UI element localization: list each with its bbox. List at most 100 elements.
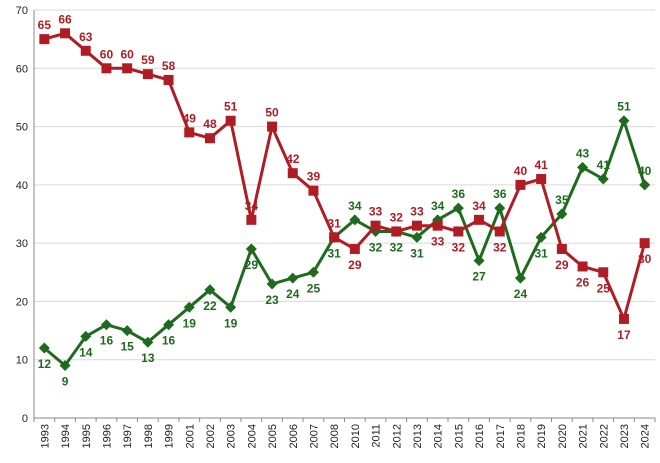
y-tick-label: 70 bbox=[16, 5, 28, 17]
data-label: 19 bbox=[183, 316, 197, 330]
x-tick-label: 2002 bbox=[205, 424, 217, 448]
y-tick-label: 10 bbox=[16, 355, 28, 367]
gridlines bbox=[34, 9, 655, 419]
data-label: 31 bbox=[327, 216, 341, 230]
data-point-square bbox=[287, 168, 298, 179]
data-point-diamond bbox=[597, 173, 609, 185]
x-tick-label: 2006 bbox=[288, 424, 300, 448]
x-tick-label: 1999 bbox=[164, 424, 176, 448]
data-point-diamond bbox=[163, 319, 175, 331]
data-label: 29 bbox=[245, 258, 259, 272]
data-point-diamond bbox=[494, 202, 506, 214]
data-point-square bbox=[308, 185, 319, 196]
data-label: 25 bbox=[307, 281, 321, 295]
data-label: 33 bbox=[410, 205, 424, 219]
data-point-square bbox=[329, 232, 340, 243]
data-labels: 12 9 14 16 15 13 16 19 22 19 29 23 24 25 31 34 32 32 31 34 3… bbox=[38, 12, 652, 388]
data-label: 30 bbox=[638, 252, 652, 266]
data-point-square bbox=[80, 45, 91, 56]
y-tick-label: 30 bbox=[16, 238, 28, 250]
data-label: 19 bbox=[224, 316, 238, 330]
data-label: 34 bbox=[472, 199, 486, 213]
data-point-square bbox=[639, 238, 650, 249]
data-label: 33 bbox=[369, 205, 383, 219]
data-label: 35 bbox=[555, 193, 569, 207]
x-tick-label: 2021 bbox=[578, 424, 590, 448]
data-point-diamond bbox=[535, 231, 547, 243]
x-tick-label: 2012 bbox=[391, 424, 403, 448]
series-line bbox=[43, 31, 647, 321]
x-tick-label: 2017 bbox=[495, 424, 507, 448]
data-label: 32 bbox=[493, 240, 507, 254]
data-label: 13 bbox=[141, 351, 155, 365]
x-tick-label: 2007 bbox=[308, 424, 320, 448]
data-label: 29 bbox=[348, 258, 362, 272]
data-label: 65 bbox=[38, 18, 52, 32]
data-label: 43 bbox=[576, 146, 590, 160]
data-point-square bbox=[494, 226, 505, 237]
data-label: 63 bbox=[79, 30, 93, 44]
data-label: 31 bbox=[327, 246, 341, 260]
data-label: 40 bbox=[638, 164, 652, 178]
data-label: 36 bbox=[452, 187, 466, 201]
data-label: 32 bbox=[390, 210, 404, 224]
data-label: 58 bbox=[162, 59, 176, 73]
x-tick-label: 1996 bbox=[101, 424, 113, 448]
data-point-diamond bbox=[80, 330, 92, 342]
x-tick-label: 1994 bbox=[60, 424, 72, 448]
data-label: 27 bbox=[472, 270, 486, 284]
data-label: 32 bbox=[390, 240, 404, 254]
data-point-diamond bbox=[618, 115, 630, 127]
x-tick-label: 2018 bbox=[515, 424, 527, 448]
y-tick-label: 20 bbox=[16, 296, 28, 308]
data-point-square bbox=[453, 226, 464, 237]
data-point-square bbox=[474, 214, 485, 225]
data-point-diamond bbox=[38, 342, 50, 354]
data-label: 26 bbox=[576, 275, 590, 289]
data-point-square bbox=[391, 226, 402, 237]
data-point-square bbox=[349, 243, 360, 254]
data-point-diamond bbox=[142, 336, 154, 348]
data-label: 66 bbox=[58, 12, 72, 26]
y-tick-label: 0 bbox=[22, 413, 28, 425]
data-label: 29 bbox=[555, 258, 569, 272]
data-point-square bbox=[515, 179, 526, 190]
data-label: 51 bbox=[224, 100, 238, 114]
x-tick-label: 2019 bbox=[536, 424, 548, 448]
data-label: 31 bbox=[410, 246, 424, 260]
data-point-diamond bbox=[514, 272, 526, 284]
data-point-diamond bbox=[183, 301, 195, 313]
data-label: 25 bbox=[597, 281, 611, 295]
data-point-diamond bbox=[59, 360, 71, 372]
data-label: 51 bbox=[617, 100, 631, 114]
x-tick-label: 2008 bbox=[329, 424, 341, 448]
x-tick-label: 2010 bbox=[350, 424, 362, 448]
data-point-square bbox=[142, 69, 153, 80]
data-label: 60 bbox=[100, 47, 114, 61]
data-label: 32 bbox=[369, 240, 383, 254]
x-tick-label: 2013 bbox=[412, 424, 424, 448]
x-tick-label: 2024 bbox=[640, 424, 652, 448]
data-point-diamond bbox=[473, 255, 485, 267]
y-tick-label: 50 bbox=[16, 122, 28, 134]
x-tick-label: 2005 bbox=[267, 424, 279, 448]
data-label: 36 bbox=[493, 187, 507, 201]
data-point-square bbox=[101, 63, 112, 74]
data-point-diamond bbox=[287, 272, 299, 284]
x-tick-label: 2011 bbox=[371, 424, 383, 448]
x-tick-label: 2014 bbox=[433, 424, 445, 448]
data-label: 12 bbox=[38, 357, 52, 371]
data-point-diamond bbox=[307, 266, 319, 278]
x-tick-label: 2003 bbox=[226, 424, 238, 448]
x-tick-label: 2004 bbox=[246, 424, 258, 448]
data-point-square bbox=[184, 127, 195, 138]
x-tick-label: 1993 bbox=[39, 424, 51, 448]
data-label: 34 bbox=[348, 199, 362, 213]
data-point-diamond bbox=[639, 179, 651, 191]
x-tick-label: 2023 bbox=[619, 424, 631, 448]
x-tick-label: 2020 bbox=[557, 424, 569, 448]
data-point-diamond bbox=[556, 208, 568, 220]
x-tick-label: 1997 bbox=[122, 424, 134, 448]
data-point-diamond bbox=[100, 319, 112, 331]
